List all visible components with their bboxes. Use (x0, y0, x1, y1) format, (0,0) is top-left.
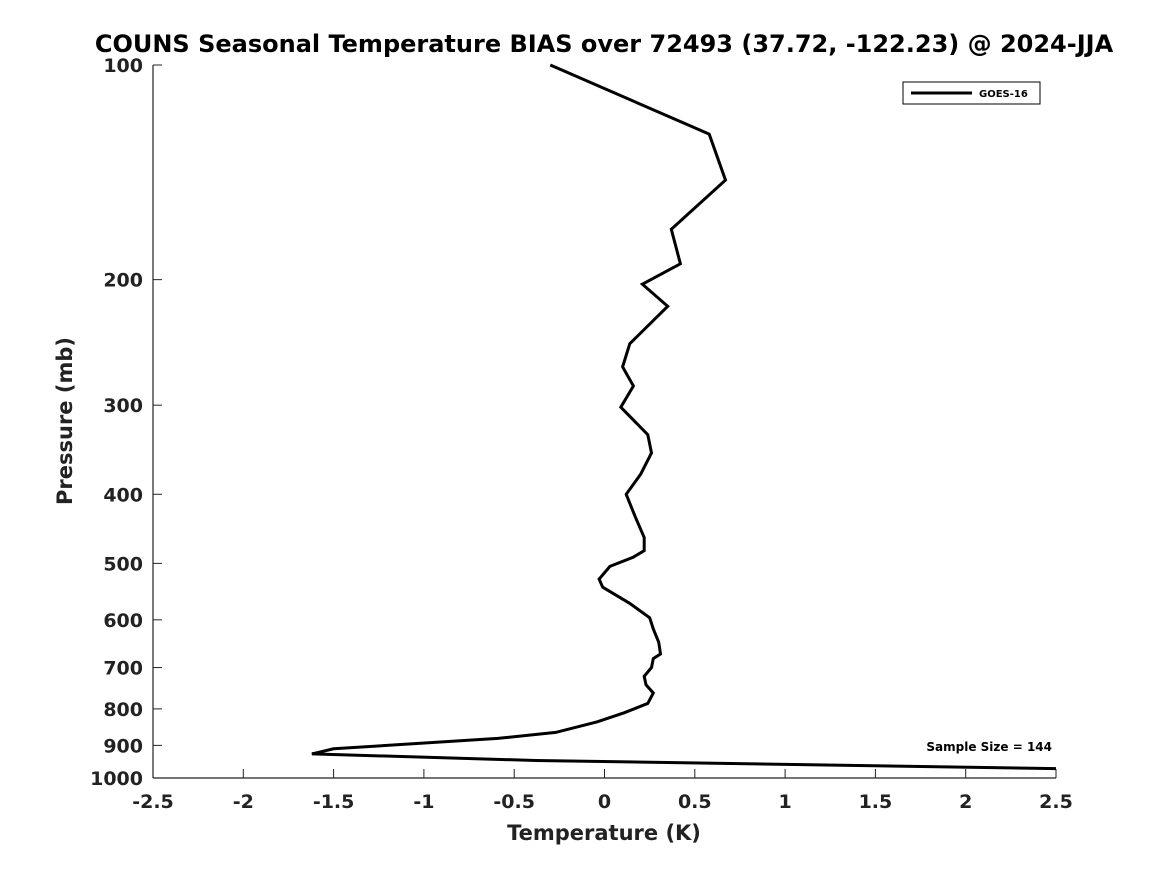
x-tick-label: -1 (413, 791, 434, 813)
x-tick-label: 0 (598, 791, 611, 813)
chart-title: COUNS Seasonal Temperature BIAS over 724… (95, 30, 1114, 58)
x-tick-label: -2.5 (132, 791, 174, 813)
y-tick-label: 900 (103, 735, 143, 757)
y-tick-label: 400 (103, 484, 143, 506)
x-tick-label: 2.5 (1039, 791, 1073, 813)
y-axis-label: Pressure (mb) (53, 337, 77, 505)
y-tick-label: 1000 (90, 768, 143, 790)
y-tick-label: 100 (103, 55, 143, 77)
y-tick-label: 500 (103, 553, 143, 575)
x-tick-label: -1.5 (313, 791, 355, 813)
x-tick-label: 1 (778, 791, 791, 813)
x-ticks: -2.5 -2 -1.5 -1 -0.5 0 0.5 1 1.5 2 2.5 (132, 769, 1073, 813)
sample-size-annotation: Sample Size = 144 (926, 740, 1052, 754)
x-tick-label: 0.5 (678, 791, 712, 813)
legend: GOES-16 (902, 81, 1041, 105)
y-tick-label: 600 (103, 610, 143, 632)
y-tick-label: 700 (103, 658, 143, 680)
x-tick-label: -2 (233, 791, 254, 813)
y-tick-label: 300 (103, 395, 143, 417)
legend-label: GOES-16 (979, 89, 1028, 100)
plot-area (152, 65, 1056, 779)
x-tick-label: -0.5 (493, 791, 535, 813)
x-tick-label: 1.5 (859, 791, 893, 813)
series-line-goes-16 (311, 63, 1057, 771)
y-tick-label: 200 (103, 270, 143, 292)
x-axis-label: Temperature (K) (507, 821, 701, 845)
y-ticks: 100 200 300 400 500 600 700 800 900 1000 (90, 55, 162, 790)
x-tick-label: 2 (959, 791, 972, 813)
y-tick-label: 800 (103, 699, 143, 721)
series-layer (311, 63, 1057, 771)
